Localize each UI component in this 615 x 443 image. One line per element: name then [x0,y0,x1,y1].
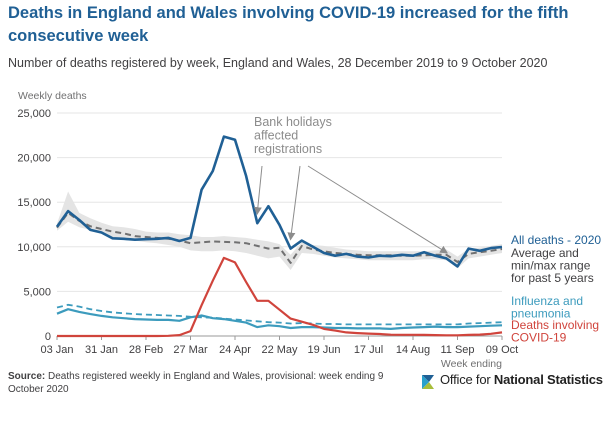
deaths-line-chart: 0 5,000 10,000 15,000 20,000 25,000 Weekly dea… [17,90,601,370]
x-tick-label: 09 Oct [486,344,518,356]
series-line-influenza-avg [56,303,503,326]
y-tick-label: 5,000 [23,286,51,298]
x-tick-label: 11 Sep [440,344,474,356]
series-line-all-deaths [55,135,503,268]
annotation-arrow [287,165,301,241]
series-label-all-deaths: All deaths - 2020 [511,233,601,247]
annotation-text: registrations [254,142,322,156]
ons-logo[interactable]: Office for National Statistics [420,372,615,398]
series-line-average [56,211,503,264]
ons-logo-text: Office for National Statistics [440,372,603,387]
x-tick-label: 31 Jan [85,344,118,356]
ons-logo-icon [422,375,434,389]
series-label-covid: COVID-19 [511,331,567,345]
series-label-influenza: pneumonia [511,307,571,321]
series-label-average: Average and [511,246,579,260]
source-label: Source: [8,371,46,382]
x-tick-label: 14 Aug [396,344,430,356]
y-tick-label: 25,000 [17,108,51,120]
series-label-average: for past 5 years [511,271,594,285]
x-tick-label: 19 Jun [307,344,340,356]
x-axis-label: Week ending [441,358,502,370]
annotation-arrow [253,165,263,216]
series-label-covid: Deaths involving [511,318,599,332]
series-label-average: min/max range [511,259,591,273]
x-tick-label: 17 Jul [354,344,383,356]
y-tick-label: 0 [45,331,51,343]
x-tick-label: 03 Jan [40,344,73,356]
x-tick-label: 27 Mar [173,344,208,356]
source-note: Source: Deaths registered weekly in Engl… [8,370,408,396]
annotation-text: affected [254,129,298,143]
chart-subtitle: Number of deaths registered by week, Eng… [8,56,548,70]
x-tick-label: 24 Apr [219,344,251,356]
annotation-arrow [307,165,449,254]
annotation-text: Bank holidays [254,115,332,129]
series-line-covid [57,256,503,338]
y-tick-label: 20,000 [17,153,51,165]
chart-title: Deaths in England and Wales involving CO… [8,4,569,45]
y-axis-label: Weekly deaths [18,90,87,102]
x-tick-label: 22 May [261,344,298,356]
series-line-influenza [56,308,503,330]
x-tick-label: 28 Feb [129,344,163,356]
range-band [57,191,502,270]
source-text: Deaths registered weekly in England and … [8,371,384,395]
y-tick-label: 10,000 [17,242,51,254]
y-tick-label: 15,000 [17,197,51,209]
series-label-influenza: Influenza and [511,294,583,308]
